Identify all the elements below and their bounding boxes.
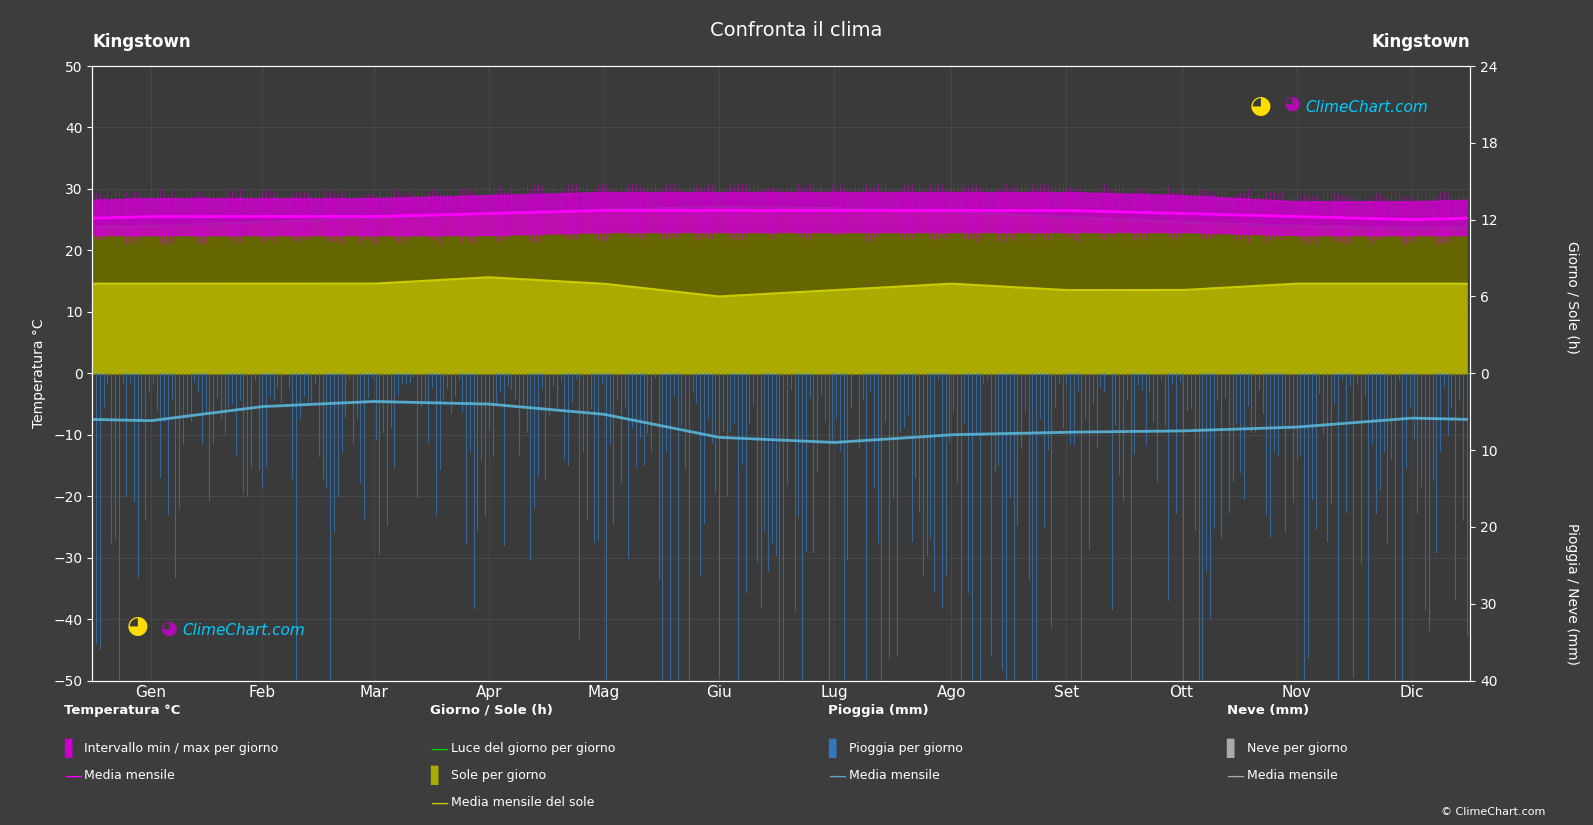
Text: —: — (64, 766, 81, 785)
Text: Pioggia per giorno: Pioggia per giorno (849, 742, 962, 755)
Text: —: — (430, 739, 448, 757)
Text: Media mensile: Media mensile (84, 769, 175, 782)
Text: Luce del giorno per giorno: Luce del giorno per giorno (451, 742, 615, 755)
Text: © ClimeChart.com: © ClimeChart.com (1440, 807, 1545, 817)
Text: Media mensile: Media mensile (849, 769, 940, 782)
Y-axis label: Temperatura °C: Temperatura °C (32, 318, 46, 428)
Text: Giorno / Sole (h): Giorno / Sole (h) (430, 704, 553, 717)
Text: Confronta il clima: Confronta il clima (710, 21, 883, 40)
Text: Giorno / Sole (h): Giorno / Sole (h) (1566, 241, 1579, 353)
Text: ▌: ▌ (430, 766, 444, 785)
Text: —: — (430, 794, 448, 812)
Text: Pioggia (mm): Pioggia (mm) (828, 704, 929, 717)
Text: ClimeChart.com: ClimeChart.com (1305, 100, 1427, 115)
Text: Media mensile del sole: Media mensile del sole (451, 796, 594, 809)
Text: Pioggia / Neve (mm): Pioggia / Neve (mm) (1566, 523, 1579, 665)
Text: ◕: ◕ (1284, 94, 1301, 113)
Text: Media mensile: Media mensile (1247, 769, 1338, 782)
Text: —: — (828, 766, 846, 785)
Text: Kingstown: Kingstown (92, 33, 191, 50)
Text: ◕: ◕ (127, 614, 148, 638)
Text: Sole per giorno: Sole per giorno (451, 769, 546, 782)
Text: ClimeChart.com: ClimeChart.com (182, 623, 304, 638)
Text: Neve per giorno: Neve per giorno (1247, 742, 1348, 755)
Text: Intervallo min / max per giorno: Intervallo min / max per giorno (84, 742, 279, 755)
Text: Kingstown: Kingstown (1372, 33, 1470, 50)
Text: ◕: ◕ (1251, 94, 1271, 118)
Text: ▌: ▌ (1227, 738, 1241, 758)
Text: Temperatura °C: Temperatura °C (64, 704, 180, 717)
Text: —: — (1227, 766, 1244, 785)
Text: ◕: ◕ (161, 619, 178, 638)
Text: ▌: ▌ (828, 738, 843, 758)
Text: Neve (mm): Neve (mm) (1227, 704, 1309, 717)
Text: ▌: ▌ (64, 738, 78, 758)
